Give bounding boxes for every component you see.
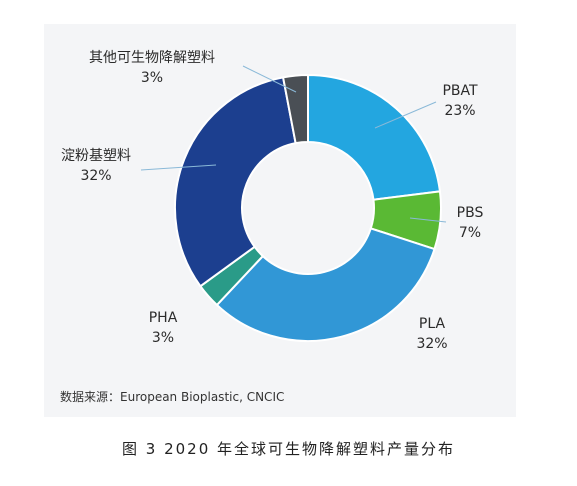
leader-line	[374, 101, 437, 129]
data-source-note: 数据来源：European Bioplastic, CNCIC	[60, 390, 285, 404]
slice-label: 淀粉基塑料	[61, 147, 131, 164]
slice-label: 其他可生物降解塑料	[89, 50, 215, 66]
figure-caption: 图 3 2020 年全球可生物降解塑料产量分布	[121, 440, 456, 458]
slice-percent-label: 3%	[141, 70, 163, 86]
slice-percent-label: 23%	[444, 103, 475, 119]
slice-label: PLA	[419, 316, 446, 332]
slice-淀粉基塑料	[174, 76, 297, 288]
slice-label: PHA	[149, 310, 178, 326]
slice-PBAT	[307, 73, 442, 201]
slice-percent-label: 3%	[152, 330, 174, 346]
leader-line	[242, 65, 297, 93]
slice-percent-label: 7%	[459, 225, 481, 241]
slice-其他可生物降解塑料	[281, 73, 309, 145]
slice-label: PBS	[457, 205, 484, 221]
leader-line	[140, 164, 217, 171]
slice-percent-label: 32%	[416, 336, 447, 352]
slice-PLA	[215, 227, 436, 342]
slice-label: PBAT	[442, 83, 478, 99]
slice-percent-label: 32%	[80, 168, 111, 184]
leader-line	[409, 217, 447, 223]
